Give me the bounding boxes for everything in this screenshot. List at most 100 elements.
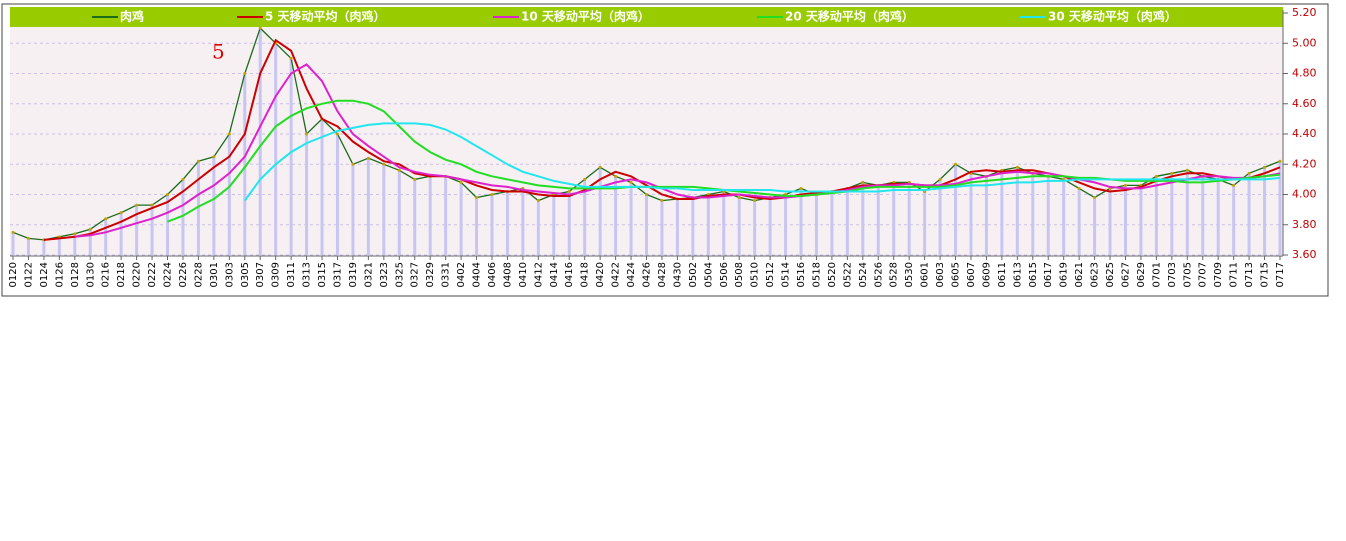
point — [753, 199, 757, 203]
x-tick-label: 0605 — [951, 262, 962, 287]
point — [1077, 186, 1081, 190]
bar — [660, 200, 664, 255]
bar — [305, 134, 309, 255]
x-tick-label: 0420 — [595, 262, 606, 287]
bar — [923, 191, 927, 255]
point — [413, 177, 417, 181]
bar — [1031, 173, 1035, 255]
bar — [753, 200, 757, 255]
x-tick-label: 0530 — [904, 262, 915, 287]
x-tick-label: 0617 — [1043, 262, 1054, 287]
point — [397, 168, 401, 172]
x-tick-label: 0309 — [271, 262, 282, 287]
bar — [119, 212, 123, 255]
bar — [1170, 173, 1174, 255]
bar — [135, 205, 139, 255]
x-tick-label: 0510 — [750, 262, 761, 287]
bar — [181, 179, 185, 255]
x-tick-label: 0705 — [1182, 262, 1193, 287]
bar — [11, 232, 15, 255]
bar — [366, 158, 370, 255]
bar — [876, 185, 880, 255]
x-tick-label: 0402 — [456, 262, 467, 287]
x-tick-label: 0128 — [70, 262, 81, 287]
x-tick-label: 0512 — [765, 262, 776, 287]
point — [26, 236, 30, 240]
bar — [73, 233, 77, 255]
point — [335, 132, 339, 136]
x-tick-label: 0526 — [873, 262, 884, 287]
bar — [1108, 188, 1112, 255]
x-tick-label: 0301 — [209, 262, 220, 287]
bar — [892, 182, 896, 255]
legend-label: 20 天移动平均（肉鸡） — [785, 9, 914, 24]
x-tick-label: 0124 — [39, 262, 50, 287]
x-tick-label: 0303 — [224, 262, 235, 287]
point — [166, 193, 170, 196]
y-tick-label: 4.60 — [1292, 97, 1317, 110]
legend-band — [10, 7, 1283, 27]
point — [366, 156, 370, 160]
x-tick-label: 0329 — [425, 262, 436, 287]
legend-label: 30 天移动平均（肉鸡） — [1048, 9, 1177, 24]
point — [459, 180, 463, 184]
point — [799, 186, 803, 190]
bar — [289, 58, 293, 255]
bar — [1201, 176, 1205, 255]
x-tick-label: 0426 — [642, 262, 653, 287]
point — [351, 162, 355, 166]
x-tick-label: 0404 — [472, 262, 483, 287]
x-tick-label: 0528 — [889, 262, 900, 287]
x-tick-label: 0406 — [487, 262, 498, 287]
point — [660, 199, 664, 203]
x-tick-label: 0228 — [193, 262, 204, 287]
point — [1263, 165, 1267, 169]
point — [73, 232, 77, 236]
point — [1154, 174, 1158, 178]
bar — [1123, 185, 1127, 255]
bar — [784, 194, 788, 255]
x-tick-label: 0514 — [781, 262, 792, 287]
x-tick-label: 0516 — [796, 262, 807, 287]
x-tick-label: 0625 — [1105, 262, 1116, 287]
bar — [691, 197, 695, 255]
bar — [475, 197, 479, 255]
bar — [583, 179, 587, 255]
x-tick-label: 0627 — [1120, 262, 1131, 287]
bar — [722, 191, 726, 255]
point — [598, 165, 602, 169]
bar — [1000, 170, 1004, 255]
x-tick-label: 0126 — [54, 262, 65, 287]
x-tick-label: 0323 — [379, 262, 390, 287]
x-tick-label: 0319 — [348, 262, 359, 287]
bar — [1062, 179, 1066, 255]
x-tick-label: 0621 — [1074, 262, 1085, 287]
point — [135, 203, 139, 207]
x-tick-label: 0305 — [240, 262, 251, 287]
point — [181, 177, 185, 181]
point — [475, 196, 479, 200]
bar — [335, 134, 339, 255]
x-tick-label: 0506 — [719, 262, 730, 287]
bar — [1139, 185, 1143, 255]
bar — [444, 176, 448, 255]
x-tick-label: 0216 — [101, 262, 112, 287]
point — [583, 177, 587, 181]
point — [1278, 159, 1282, 163]
bar — [227, 134, 231, 255]
x-tick-label: 0524 — [858, 262, 869, 287]
x-tick-label: 0601 — [920, 262, 931, 287]
point — [645, 193, 648, 196]
x-tick-label: 0331 — [441, 262, 452, 287]
series-line — [243, 122, 1281, 202]
bar — [88, 229, 92, 255]
point — [954, 162, 958, 166]
x-tick-label: 0504 — [703, 262, 714, 287]
x-tick-label: 0715 — [1260, 262, 1271, 287]
x-tick-label: 0522 — [842, 262, 853, 287]
x-tick-label: 0307 — [255, 262, 266, 287]
bar — [706, 194, 710, 255]
x-tick-label: 0410 — [518, 262, 529, 287]
point — [227, 132, 231, 136]
point — [938, 177, 942, 181]
